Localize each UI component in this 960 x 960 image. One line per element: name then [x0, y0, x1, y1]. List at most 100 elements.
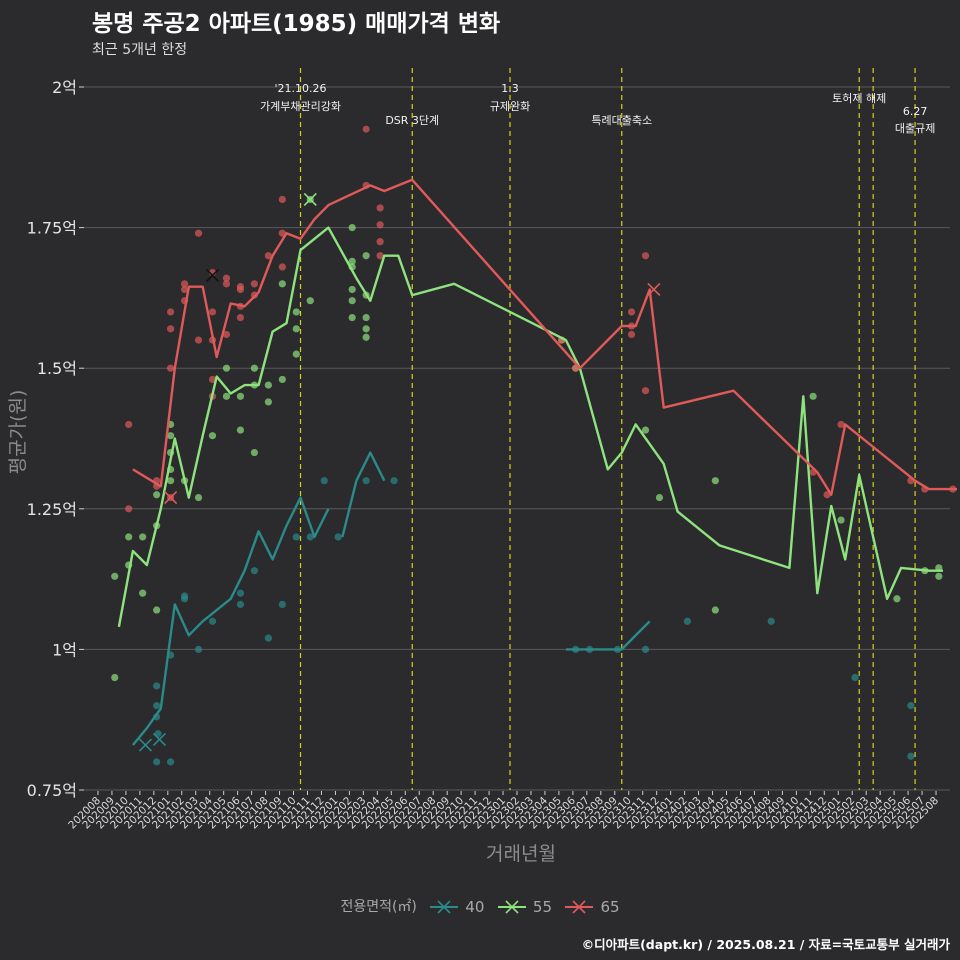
point-55 — [208, 432, 217, 440]
point-40 — [167, 758, 175, 766]
point-55 — [139, 589, 147, 597]
point-55 — [809, 392, 817, 400]
point-65 — [236, 313, 245, 322]
point-65 — [222, 330, 231, 339]
point-40 — [334, 533, 342, 541]
point-40 — [153, 702, 161, 710]
point-40 — [767, 617, 775, 625]
point-65 — [837, 420, 845, 429]
point-55 — [893, 595, 901, 603]
point-65 — [194, 229, 203, 237]
point-65 — [376, 238, 384, 246]
point-55 — [711, 477, 719, 485]
point-55 — [837, 516, 845, 524]
point-55 — [348, 257, 356, 265]
y-tick-label: 1억 — [52, 640, 77, 659]
points-layer — [111, 181, 957, 766]
point-65 — [278, 195, 286, 204]
cross-mark-65 — [205, 268, 220, 282]
point-40 — [683, 617, 692, 625]
y-tick-label: 0.75억 — [27, 781, 77, 800]
event-label: '21.10.26 — [274, 82, 326, 95]
point-55 — [167, 432, 175, 440]
point-65 — [278, 263, 286, 271]
point-55 — [194, 493, 203, 502]
y-axis-title: 평균가(원) — [7, 390, 29, 475]
point-65 — [641, 387, 650, 395]
event-label: 토허제 해제 — [832, 91, 886, 105]
y-tick-label: 1.5억 — [37, 359, 77, 378]
legend-key-55 — [497, 900, 526, 914]
point-55 — [278, 280, 286, 288]
legend-label-40: 40 — [465, 898, 485, 916]
cross-mark-65 — [164, 490, 178, 505]
point-55 — [306, 297, 314, 305]
point-55 — [222, 392, 231, 400]
point-55 — [348, 297, 356, 305]
chart-subtitle: 최근 5개년 한정 — [92, 42, 188, 58]
point-55 — [348, 285, 356, 294]
point-65 — [125, 505, 133, 513]
point-65 — [641, 252, 650, 260]
legend-label-65: 65 — [600, 898, 620, 916]
legend-item-55: 55 — [497, 898, 552, 916]
point-65 — [236, 285, 245, 294]
point-55 — [348, 224, 356, 232]
point-65 — [376, 204, 384, 212]
point-55 — [111, 673, 119, 682]
point-65 — [250, 280, 259, 288]
x-axis-title: 거래년월 — [486, 843, 556, 865]
point-55 — [125, 533, 133, 541]
point-55 — [278, 375, 286, 384]
y-tick-label: 1.75억 — [27, 219, 77, 238]
point-55 — [153, 491, 161, 499]
point-55 — [250, 364, 259, 372]
point-40 — [851, 673, 859, 682]
point-55 — [348, 313, 356, 322]
point-55 — [292, 325, 300, 333]
event-label: 1.3 — [501, 82, 519, 95]
point-55 — [111, 572, 119, 580]
point-40 — [236, 600, 245, 609]
legend-title: 전용면적(㎡) — [340, 899, 417, 915]
y-tick-label: 2억 — [52, 78, 77, 97]
point-65 — [167, 325, 175, 333]
point-55 — [292, 350, 300, 358]
legend-label-55: 55 — [532, 898, 552, 916]
point-40 — [641, 645, 650, 654]
event-label: 6.27 — [903, 105, 928, 118]
point-55 — [153, 606, 161, 614]
point-40 — [250, 567, 259, 575]
y-tick-label: 1.25억 — [27, 500, 77, 519]
lines-layer — [117, 178, 957, 746]
axes-layer: 0.75억1억1.25억1.5억1.75억2억20200820200920201… — [27, 78, 942, 831]
point-40 — [907, 702, 915, 710]
series-line-40 — [131, 451, 651, 746]
event-label: 규제완화 — [490, 100, 530, 113]
point-65 — [167, 364, 175, 372]
point-65 — [376, 252, 384, 260]
point-65 — [208, 308, 217, 316]
point-55 — [250, 448, 259, 457]
grid-layer — [84, 86, 950, 791]
legend: 전용면적(㎡) 40 55 65 — [0, 896, 960, 916]
point-55 — [292, 308, 300, 316]
point-55 — [264, 398, 272, 406]
event-lines-layer — [299, 68, 916, 790]
point-65 — [627, 308, 636, 316]
point-65 — [180, 285, 189, 294]
event-label: DSR 3단계 — [385, 114, 439, 127]
point-40 — [153, 758, 161, 766]
point-55 — [222, 364, 231, 372]
point-40 — [320, 477, 328, 485]
point-65 — [194, 336, 203, 344]
point-55 — [655, 493, 664, 502]
chart-title: 봉명 주공2 아파트(1985) 매매가격 변화 — [92, 11, 501, 37]
legend-item-40: 40 — [429, 898, 484, 916]
point-40 — [907, 752, 915, 760]
point-40 — [180, 595, 189, 603]
event-label: 대출규제 — [895, 122, 935, 135]
point-55 — [641, 426, 650, 434]
point-55 — [139, 533, 147, 541]
